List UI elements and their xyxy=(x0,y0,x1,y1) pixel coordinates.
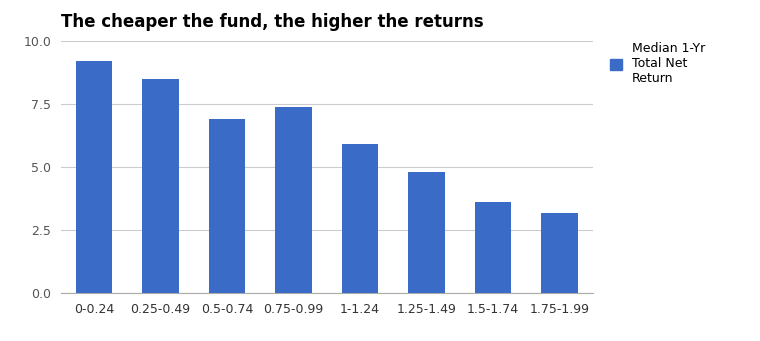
Bar xyxy=(475,203,511,293)
Bar xyxy=(541,212,578,293)
Text: The cheaper the fund, the higher the returns: The cheaper the fund, the higher the ret… xyxy=(61,13,483,31)
Bar xyxy=(275,106,312,293)
Bar xyxy=(342,144,378,293)
Bar xyxy=(142,79,179,293)
Legend: Median 1-Yr
Total Net
Return: Median 1-Yr Total Net Return xyxy=(610,42,705,85)
Bar xyxy=(76,61,112,293)
Bar xyxy=(209,119,245,293)
Bar xyxy=(408,172,445,293)
